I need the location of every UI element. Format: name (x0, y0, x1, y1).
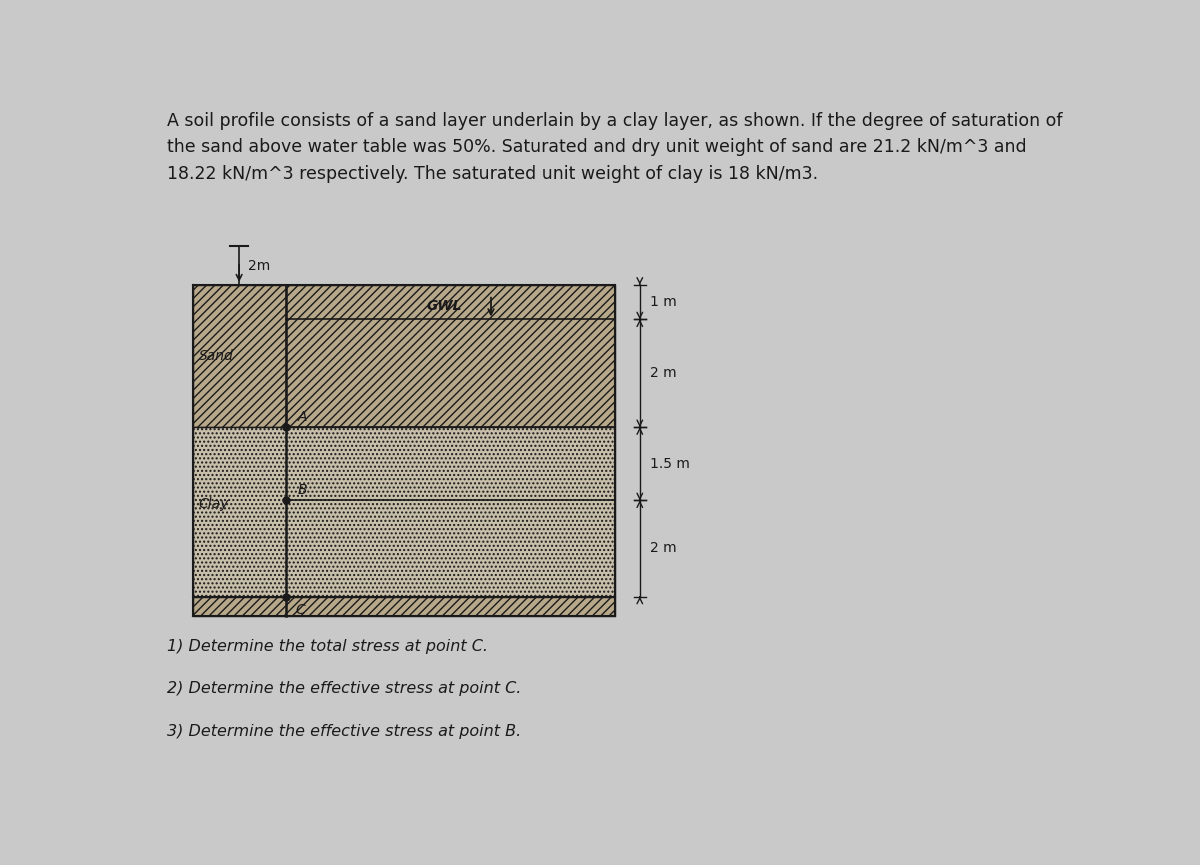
Text: 2 m: 2 m (650, 366, 677, 381)
Text: 1) Determine the total stress at point C.: 1) Determine the total stress at point C… (167, 639, 488, 654)
Text: B: B (298, 484, 307, 497)
Text: 3) Determine the effective stress at point B.: 3) Determine the effective stress at poi… (167, 724, 521, 739)
Text: 2) Determine the effective stress at point C.: 2) Determine the effective stress at poi… (167, 682, 522, 696)
Text: Clay: Clay (199, 497, 229, 511)
Text: 18.22 kN/m^3 respectively. The saturated unit weight of clay is 18 kN/m3.: 18.22 kN/m^3 respectively. The saturated… (167, 165, 818, 183)
Text: Sand: Sand (199, 349, 234, 363)
Text: A soil profile consists of a sand layer underlain by a clay layer, as shown. If : A soil profile consists of a sand layer … (167, 112, 1062, 130)
Text: GWL: GWL (427, 299, 462, 313)
Polygon shape (286, 285, 616, 427)
Text: the sand above water table was 50%. Saturated and dry unit weight of sand are 21: the sand above water table was 50%. Satu… (167, 138, 1027, 157)
Polygon shape (193, 285, 286, 427)
Text: C: C (295, 603, 305, 617)
Text: 2 m: 2 m (650, 541, 677, 555)
Polygon shape (193, 597, 616, 616)
Text: A: A (298, 410, 307, 424)
Text: 2m: 2m (248, 259, 271, 272)
Text: 1.5 m: 1.5 m (650, 457, 690, 471)
Text: 1 m: 1 m (650, 295, 677, 309)
Polygon shape (193, 427, 616, 597)
